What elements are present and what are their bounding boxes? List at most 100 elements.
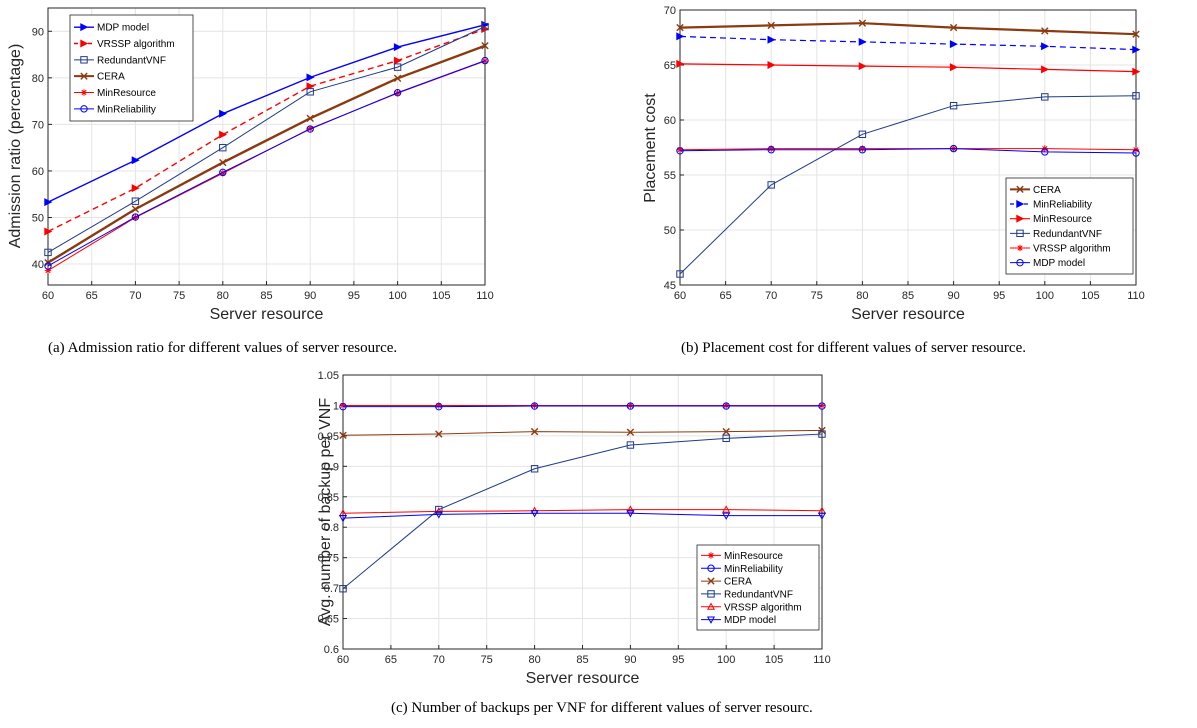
- plot-b-redundantvnf-point: [1041, 93, 1049, 101]
- plot-b-series-minreliability: [676, 32, 1141, 54]
- plot-a-ytick-label: 70: [32, 119, 44, 131]
- plot-b-ytick-label: 55: [664, 170, 676, 182]
- plot-b-legend-cera-point: [1016, 185, 1024, 194]
- plot-a-legend-label-cera: CERA: [97, 72, 125, 83]
- plot-a-legend-mdp-model-point: [80, 23, 89, 32]
- plot-b-minreliability-point: [767, 35, 776, 44]
- plot-c-xtick-label: 85: [576, 654, 588, 666]
- plot-a-mdp-model-point: [44, 198, 53, 207]
- plot-b-minreliability-point: [1041, 42, 1050, 51]
- plot-a-legend: MDP model VRSSP algorithm RedundantVNF CERA…: [69, 14, 194, 122]
- plot-a-ytick-label: 40: [32, 259, 44, 271]
- plot-c-ytick-label: 0.75: [318, 553, 339, 565]
- plot-b-series-cera: [676, 19, 1140, 38]
- plot-c-ytick-label: 0.6: [324, 644, 339, 656]
- plot-c-vrssp-algorithm-line: [342, 509, 823, 514]
- plot-b-cera-point: [858, 19, 867, 27]
- plot-c-minresource-point: [627, 402, 634, 409]
- plot-c-xtick-label: 100: [717, 654, 735, 666]
- plot-c-legend-redundantvnf-point: [707, 590, 715, 598]
- plot-c-mdp-model-point: [434, 511, 443, 519]
- plot-c-minresource-point: [339, 402, 347, 409]
- plot-c-cera-point: [626, 428, 635, 436]
- plot-c-minresource-point: [818, 402, 826, 409]
- plot-c-minreliability-point: [722, 402, 730, 410]
- plot-c-minreliability-point: [530, 402, 539, 410]
- caption-b: (b) Placement cost for different values …: [681, 340, 1026, 356]
- plot-a-xtick-label: 95: [348, 290, 360, 302]
- plot-c-legend-label-vrssp-algorithm: VRSSP algorithm: [724, 602, 802, 613]
- plot-b-xtick-label: 90: [947, 290, 959, 302]
- plot-b-legend-box: [1005, 177, 1134, 275]
- plot-a-redundantvnf-point: [44, 248, 52, 257]
- plot-a-ytick-label: 90: [32, 26, 44, 38]
- plot-b-xtick-label: 85: [902, 290, 914, 302]
- plot-a-vrssp-algorithm-point: [219, 130, 228, 139]
- plot-a: 60 65 70 75 80 85 90 95 100 105 110 40 50 60 70 80 90 Ser…: [7, 7, 494, 323]
- plot-c-mdp-model-line: [342, 512, 822, 519]
- plot-c-redundantvnf-line: [342, 433, 823, 590]
- plot-a-xtick-label: 70: [129, 290, 141, 302]
- plot-b-ytick-label: 60: [664, 115, 676, 127]
- plot-a-mdp-model-point: [219, 109, 228, 118]
- plot-c-legend-vrssp-algorithm-point: [706, 602, 716, 610]
- plot-a-ytick-label: 60: [32, 166, 44, 178]
- plot-a-xtick-label: 75: [173, 290, 185, 302]
- plot-a-minreliability-point: [131, 213, 140, 221]
- plot-c-redundantvnf-point: [818, 430, 826, 438]
- plot-b-xtick-label: 95: [993, 290, 1005, 302]
- plot-b-minresource-point: [1132, 67, 1141, 76]
- plot-c-legend-mdp-model-point: [706, 616, 716, 624]
- plot-c-xtick-label: 80: [528, 654, 540, 666]
- plot-b-vrssp-algorithm-point: [859, 145, 866, 152]
- plot-b-xtick-label: 110: [1127, 290, 1145, 302]
- plot-c-legend-minreliability-point: [707, 564, 715, 572]
- plot-b-cera-point: [767, 21, 775, 30]
- plot-c-legend-label-mdp-model: MDP model: [724, 615, 776, 626]
- plot-a-minreliability-line: [47, 60, 486, 267]
- plot-a-minreliability-point: [306, 125, 314, 133]
- plot-b-series-redundantvnf: [676, 92, 1140, 278]
- plot-c-legend-label-cera: CERA: [724, 577, 752, 588]
- plot-c-ytick-label: 1.05: [318, 370, 339, 382]
- plot-b-series-mdp-model: [676, 144, 1140, 157]
- plot-c: 60 65 70 75 80 85 90 95 100 105 110 0.6 0.65 0.7 0.75 0…: [317, 370, 831, 687]
- plot-a-ytick-label: 50: [32, 212, 44, 224]
- plot-c-xtick-label: 90: [624, 654, 636, 666]
- plot-b-xtick-label: 100: [1036, 290, 1054, 302]
- plot-b-legend: CERA MinReliability MinResource RedundantVN…: [1005, 177, 1134, 275]
- plot-c-ytick-label: 0.8: [324, 522, 339, 534]
- plot-c-mdp-model-point: [338, 515, 348, 523]
- plot-b-legend-label-mdp-model: MDP model: [1033, 258, 1085, 269]
- plot-c-minresource-point: [435, 402, 442, 409]
- plot-b-xtick-label: 65: [719, 290, 731, 302]
- plot-c-xtick-label: 60: [337, 654, 349, 666]
- plot-a-vrssp-algorithm-point: [393, 56, 402, 65]
- plot-b-vrssp-algorithm-line: [679, 148, 1137, 151]
- plot-a-ylabel: Admission ratio (percentage): [7, 44, 24, 249]
- plot-a-minreliability-point: [219, 168, 227, 177]
- plot-a-mdp-model-point: [393, 43, 402, 52]
- plot-c-mdp-model-point: [817, 512, 827, 520]
- plot-b-minresource-line: [679, 63, 1137, 73]
- plot-a-cera-point: [481, 42, 489, 50]
- plot-b-mdp-model-point: [767, 146, 775, 154]
- plot-c-cera-line: [342, 429, 823, 436]
- plot-c-cera-point: [339, 431, 347, 439]
- plot-c-legend-label-redundantvnf: RedundantVNF: [724, 589, 793, 600]
- plot-b-legend-label-cera: CERA: [1033, 185, 1061, 196]
- plot-c-mdp-model-point: [722, 512, 731, 520]
- plot-a-cera-point: [306, 114, 314, 123]
- plot-b-legend-minresource-point: [1016, 214, 1025, 223]
- plot-a-cera-point: [219, 158, 227, 167]
- plot-c-minreliability-point: [339, 402, 347, 411]
- plot-c-series-redundantvnf: [339, 430, 826, 593]
- plot-a-mdp-model-point: [131, 156, 140, 165]
- plot-c-mdp-model-point: [530, 510, 539, 518]
- plot-a-cera-line: [47, 44, 486, 264]
- plot-b-xtick-label: 105: [1081, 290, 1099, 302]
- plot-a-cera-point: [393, 74, 402, 82]
- plot-a-legend-minreliability-point: [80, 105, 88, 113]
- plot-b-mdp-model-point: [858, 146, 867, 154]
- plot-a-legend-minresource-point: [80, 89, 88, 96]
